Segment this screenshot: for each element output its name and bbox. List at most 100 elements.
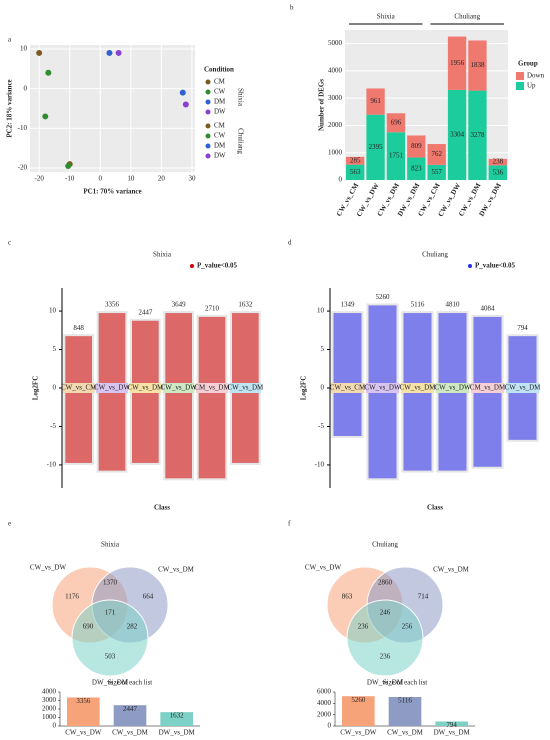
count-label: 4084 [481, 305, 496, 313]
region-count: 282 [127, 623, 138, 631]
y-tick-label: 10 [49, 307, 57, 315]
category-label: CW_vs_DW [161, 384, 198, 392]
count-label: 1349 [341, 301, 356, 309]
y-tick-label: 4000 [317, 699, 332, 707]
x-axis-label: Class [154, 504, 170, 512]
set-label: CW_vs_DM [158, 566, 195, 574]
bar-value-label: 1956 [450, 59, 465, 67]
bar-value-label: 285 [350, 156, 361, 164]
legend-label: CW [214, 132, 226, 140]
x-axis-label: Class [427, 504, 443, 512]
count-label: 2447 [138, 308, 153, 316]
y-tick-label: 0 [24, 84, 28, 92]
y-tick-label: 4000 [328, 67, 343, 75]
chart-title: Size of each list [383, 679, 428, 687]
x-tick-label: DW_vs_DM [434, 729, 471, 737]
y-tick-label: 6000 [317, 688, 332, 696]
panel-letter: a [8, 36, 12, 44]
panel-letter: e [8, 520, 11, 528]
plot-background [30, 45, 195, 172]
y-tick-label: 5 [321, 345, 325, 353]
y-tick-label: 5 [53, 345, 57, 353]
bar-value-label: 536 [493, 168, 504, 176]
x-tick-label: 0 [99, 175, 103, 183]
bar-value-label: 563 [350, 168, 361, 176]
x-tick-label: CW_vs_DM [387, 729, 424, 737]
chart-title: Shixia [101, 541, 120, 549]
region-count: 664 [143, 593, 154, 601]
bar [67, 697, 100, 726]
panel-letter: b [290, 4, 294, 12]
y-tick-label: -5 [50, 422, 56, 430]
point [182, 101, 189, 108]
legend-swatch [205, 79, 211, 85]
category-label: CW_vs_DM [227, 384, 264, 392]
category-label: CW_vs_DW [94, 384, 131, 392]
count-label: 3649 [172, 301, 187, 309]
point [115, 49, 122, 56]
category-box [196, 383, 228, 393]
y-tick-label: 3000 [42, 696, 57, 704]
group-label: Shixia [377, 13, 396, 21]
bar-value-label: 1632 [170, 712, 185, 720]
set-label: DW_vs_DM [92, 679, 129, 687]
bar-segment [366, 88, 385, 115]
bar-segment [346, 156, 365, 165]
bar-value-label: 696 [391, 118, 402, 126]
region-count: 1176 [65, 593, 79, 601]
y-tick-label: 3000 [328, 94, 343, 102]
bar-value-label: 794 [446, 721, 457, 729]
bar-value-label: 1751 [389, 152, 404, 160]
bar-segment [427, 164, 446, 180]
bar-segment [468, 40, 487, 91]
legend-title: Condition [204, 66, 234, 74]
legend-label: CM [214, 122, 226, 130]
y-tick-label: 5000 [328, 39, 343, 47]
set-label: CW_vs_DW [305, 564, 342, 572]
category-label: CW_vs_DW [364, 384, 401, 392]
category-box [229, 383, 262, 393]
point [45, 69, 52, 76]
y-tick-label: 0 [321, 384, 325, 392]
category-box [162, 383, 195, 393]
x-axis-label: PC1: 70% variance [83, 188, 141, 196]
bar-value-label: 238 [493, 158, 504, 166]
category-label: CW_vs_CM [330, 384, 366, 392]
point [106, 49, 113, 56]
x-tick-label: DW_vs_DM [159, 729, 196, 737]
bar [160, 712, 193, 726]
category-box [62, 383, 95, 393]
y-tick-label: 10 [20, 45, 28, 53]
region-count: 246 [380, 609, 391, 617]
region-count: 236 [380, 653, 391, 661]
bar-segment [447, 36, 467, 90]
count-label: 5116 [411, 301, 425, 309]
y-tick-label: 0 [53, 384, 57, 392]
y-axis-label: Log2FC [32, 376, 40, 401]
legend-swatch [205, 143, 211, 149]
bar-segment [407, 135, 426, 158]
chart-title: Chuliang [372, 541, 398, 549]
category-box [470, 383, 505, 393]
bar-value-label: 5260 [351, 696, 366, 704]
count-label: 3356 [105, 301, 120, 309]
y-tick-label: 0 [53, 722, 57, 730]
legend-swatch [205, 123, 211, 129]
region-count: 714 [418, 593, 429, 601]
set-label: CW_vs_DM [433, 566, 470, 574]
category-box [365, 383, 400, 393]
bar-value-label: 5116 [398, 697, 412, 705]
count-label: 848 [73, 324, 84, 332]
category-box [400, 383, 435, 393]
bar-value-label: 3278 [470, 131, 485, 139]
y-tick-label: 0 [328, 722, 332, 730]
legend-swatch [516, 82, 524, 90]
bar-value-label: 3356 [76, 697, 91, 705]
bar-segment [488, 158, 507, 166]
region-count: 171 [105, 609, 116, 617]
x-tick-label: 20 [158, 175, 166, 183]
legend-label: Up [527, 82, 536, 90]
significant-points [333, 313, 362, 436]
category-box [129, 383, 162, 393]
region-count: 863 [342, 593, 353, 601]
